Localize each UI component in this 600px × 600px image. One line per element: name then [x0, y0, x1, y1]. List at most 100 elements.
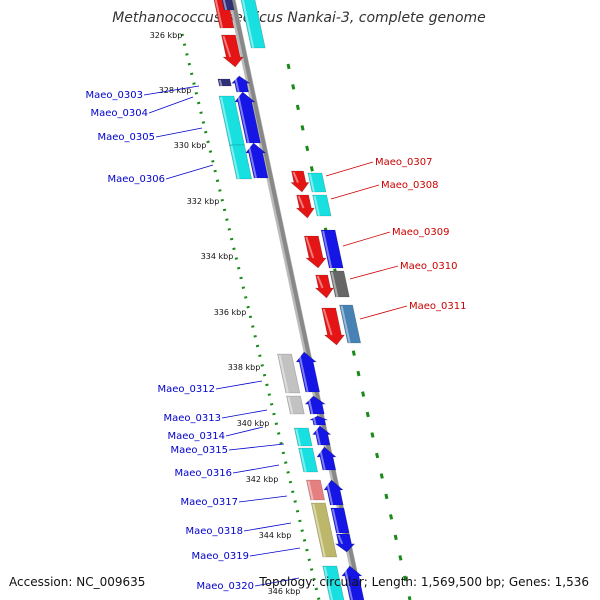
gene-label-left[interactable]: Maeo_0304: [91, 108, 148, 119]
scale-tick-label: 334 kbp: [201, 252, 234, 261]
gene-highlight: [214, 0, 223, 29]
gene-highlight: [298, 352, 309, 393]
left-label-leader: [238, 495, 288, 503]
gene-arrow[interactable]: [221, 0, 235, 11]
left-label-leader: [228, 443, 285, 451]
gene-highlight: [234, 76, 240, 93]
gene-label-left[interactable]: Maeo_0319: [192, 551, 249, 562]
left-label-leader: [232, 464, 280, 474]
gene-label-right[interactable]: Maeo_0311: [409, 301, 466, 312]
right-label-leader: [342, 231, 391, 247]
scale-tick-label: 340 kbp: [237, 419, 270, 428]
right-label-leader: [349, 265, 399, 280]
gene-arrow[interactable]: [221, 34, 244, 68]
scale-tick-label: 328 kbp: [159, 86, 192, 95]
gene-arrow[interactable]: [217, 78, 232, 87]
gene-label-left[interactable]: Maeo_0306: [108, 174, 165, 185]
left-label-leader: [143, 85, 200, 96]
gene-highlight: [312, 416, 317, 426]
gene-arrow[interactable]: [334, 533, 356, 553]
gene-label-left[interactable]: Maeo_0317: [181, 497, 238, 508]
scale-tick-label: 338 kbp: [228, 363, 261, 372]
gene-label-left[interactable]: Maeo_0320: [197, 581, 254, 592]
gene-arrow[interactable]: [314, 274, 335, 299]
scale-tick-labels: 326 kbp 328 kbp 330 kbp 332 kbp 334 kbp 336 k…: [150, 31, 301, 596]
gene-arrow[interactable]: [322, 565, 345, 600]
right-label-leader: [359, 305, 408, 320]
gene-label-left[interactable]: Maeo_0303: [86, 90, 143, 101]
gene-highlight: [292, 171, 299, 183]
gene-arrow[interactable]: [323, 479, 344, 506]
gene-label-left[interactable]: Maeo_0316: [175, 468, 232, 479]
left-label-leader: [155, 127, 203, 138]
scale-tick-label: 330 kbp: [174, 141, 207, 150]
gene-arrow[interactable]: [277, 353, 301, 394]
gene-label-left[interactable]: Maeo_0313: [164, 413, 221, 424]
gene-arrow[interactable]: [316, 446, 337, 471]
gene-highlight: [314, 426, 321, 446]
gene-highlight: [323, 566, 333, 600]
label-leader-lines: [143, 85, 408, 587]
gene-arrow[interactable]: [229, 144, 253, 180]
gene-highlight: [305, 236, 315, 259]
gene-arrow[interactable]: [231, 75, 251, 93]
gene-highlight: [222, 35, 232, 58]
gene-highlight: [307, 396, 314, 415]
gene-arrow[interactable]: [293, 427, 313, 447]
gene-arrow[interactable]: [240, 0, 266, 49]
gene-arrow[interactable]: [339, 304, 362, 344]
gene-highlight: [337, 534, 344, 545]
gene-arrow[interactable]: [309, 415, 328, 426]
gene-highlight: [247, 143, 257, 179]
gene-arrow[interactable]: [312, 194, 332, 217]
left-dash-line: [180, 33, 321, 600]
gene-label-right[interactable]: Maeo_0308: [381, 180, 438, 191]
gene-label-left[interactable]: Maeo_0318: [186, 526, 243, 537]
left-label-leader: [215, 380, 263, 390]
right-label-leader: [325, 161, 374, 177]
gene-highlight: [299, 448, 307, 473]
gene-arrow[interactable]: [312, 425, 332, 446]
gene-highlight: [287, 396, 294, 415]
gene-highlight: [297, 195, 305, 209]
gene-arrow[interactable]: [304, 395, 327, 415]
gene-features: [213, 0, 365, 600]
left-label-leader: [225, 426, 264, 437]
gene-label-left[interactable]: Maeo_0305: [98, 132, 155, 143]
gene-arrow[interactable]: [310, 502, 338, 558]
gene-arrow[interactable]: [329, 270, 350, 298]
gene-arrow[interactable]: [290, 170, 310, 193]
gene-highlight: [312, 503, 326, 558]
gene-arrow[interactable]: [341, 565, 365, 600]
gene-label-right[interactable]: Maeo_0307: [375, 157, 432, 168]
gene-highlight: [307, 480, 314, 501]
left-label-leader: [221, 409, 268, 419]
gene-arrow[interactable]: [307, 172, 327, 193]
scale-tick-label: 326 kbp: [150, 31, 183, 40]
gene-arrow[interactable]: [295, 194, 315, 219]
gene-label-right[interactable]: Maeo_0310: [400, 261, 457, 272]
gene-arrow[interactable]: [295, 351, 320, 393]
gene-highlight: [222, 0, 228, 11]
gene-highlight: [316, 275, 324, 289]
gene-arrow[interactable]: [330, 507, 350, 534]
gene-arrow[interactable]: [306, 479, 326, 501]
topology-text: Topology: circular; Length: 1,569,500 bp…: [258, 575, 589, 589]
gene-highlight: [295, 428, 302, 447]
gene-label-left[interactable]: Maeo_0315: [171, 445, 228, 456]
scale-tick-label: 344 kbp: [259, 531, 292, 540]
gene-label-right[interactable]: Maeo_0309: [392, 227, 449, 238]
gene-highlight: [340, 305, 351, 344]
gene-arrow[interactable]: [298, 447, 319, 473]
gene-arrow[interactable]: [321, 307, 346, 346]
gene-highlight: [322, 230, 333, 269]
gene-arrow[interactable]: [303, 235, 327, 269]
gene-highlight: [318, 447, 326, 471]
gene-label-left[interactable]: Maeo_0314: [168, 431, 225, 442]
gene-arrow[interactable]: [286, 395, 305, 415]
gene-label-left[interactable]: Maeo_0312: [158, 384, 215, 395]
gene-highlight: [236, 92, 250, 144]
gene-arrow[interactable]: [320, 229, 344, 269]
